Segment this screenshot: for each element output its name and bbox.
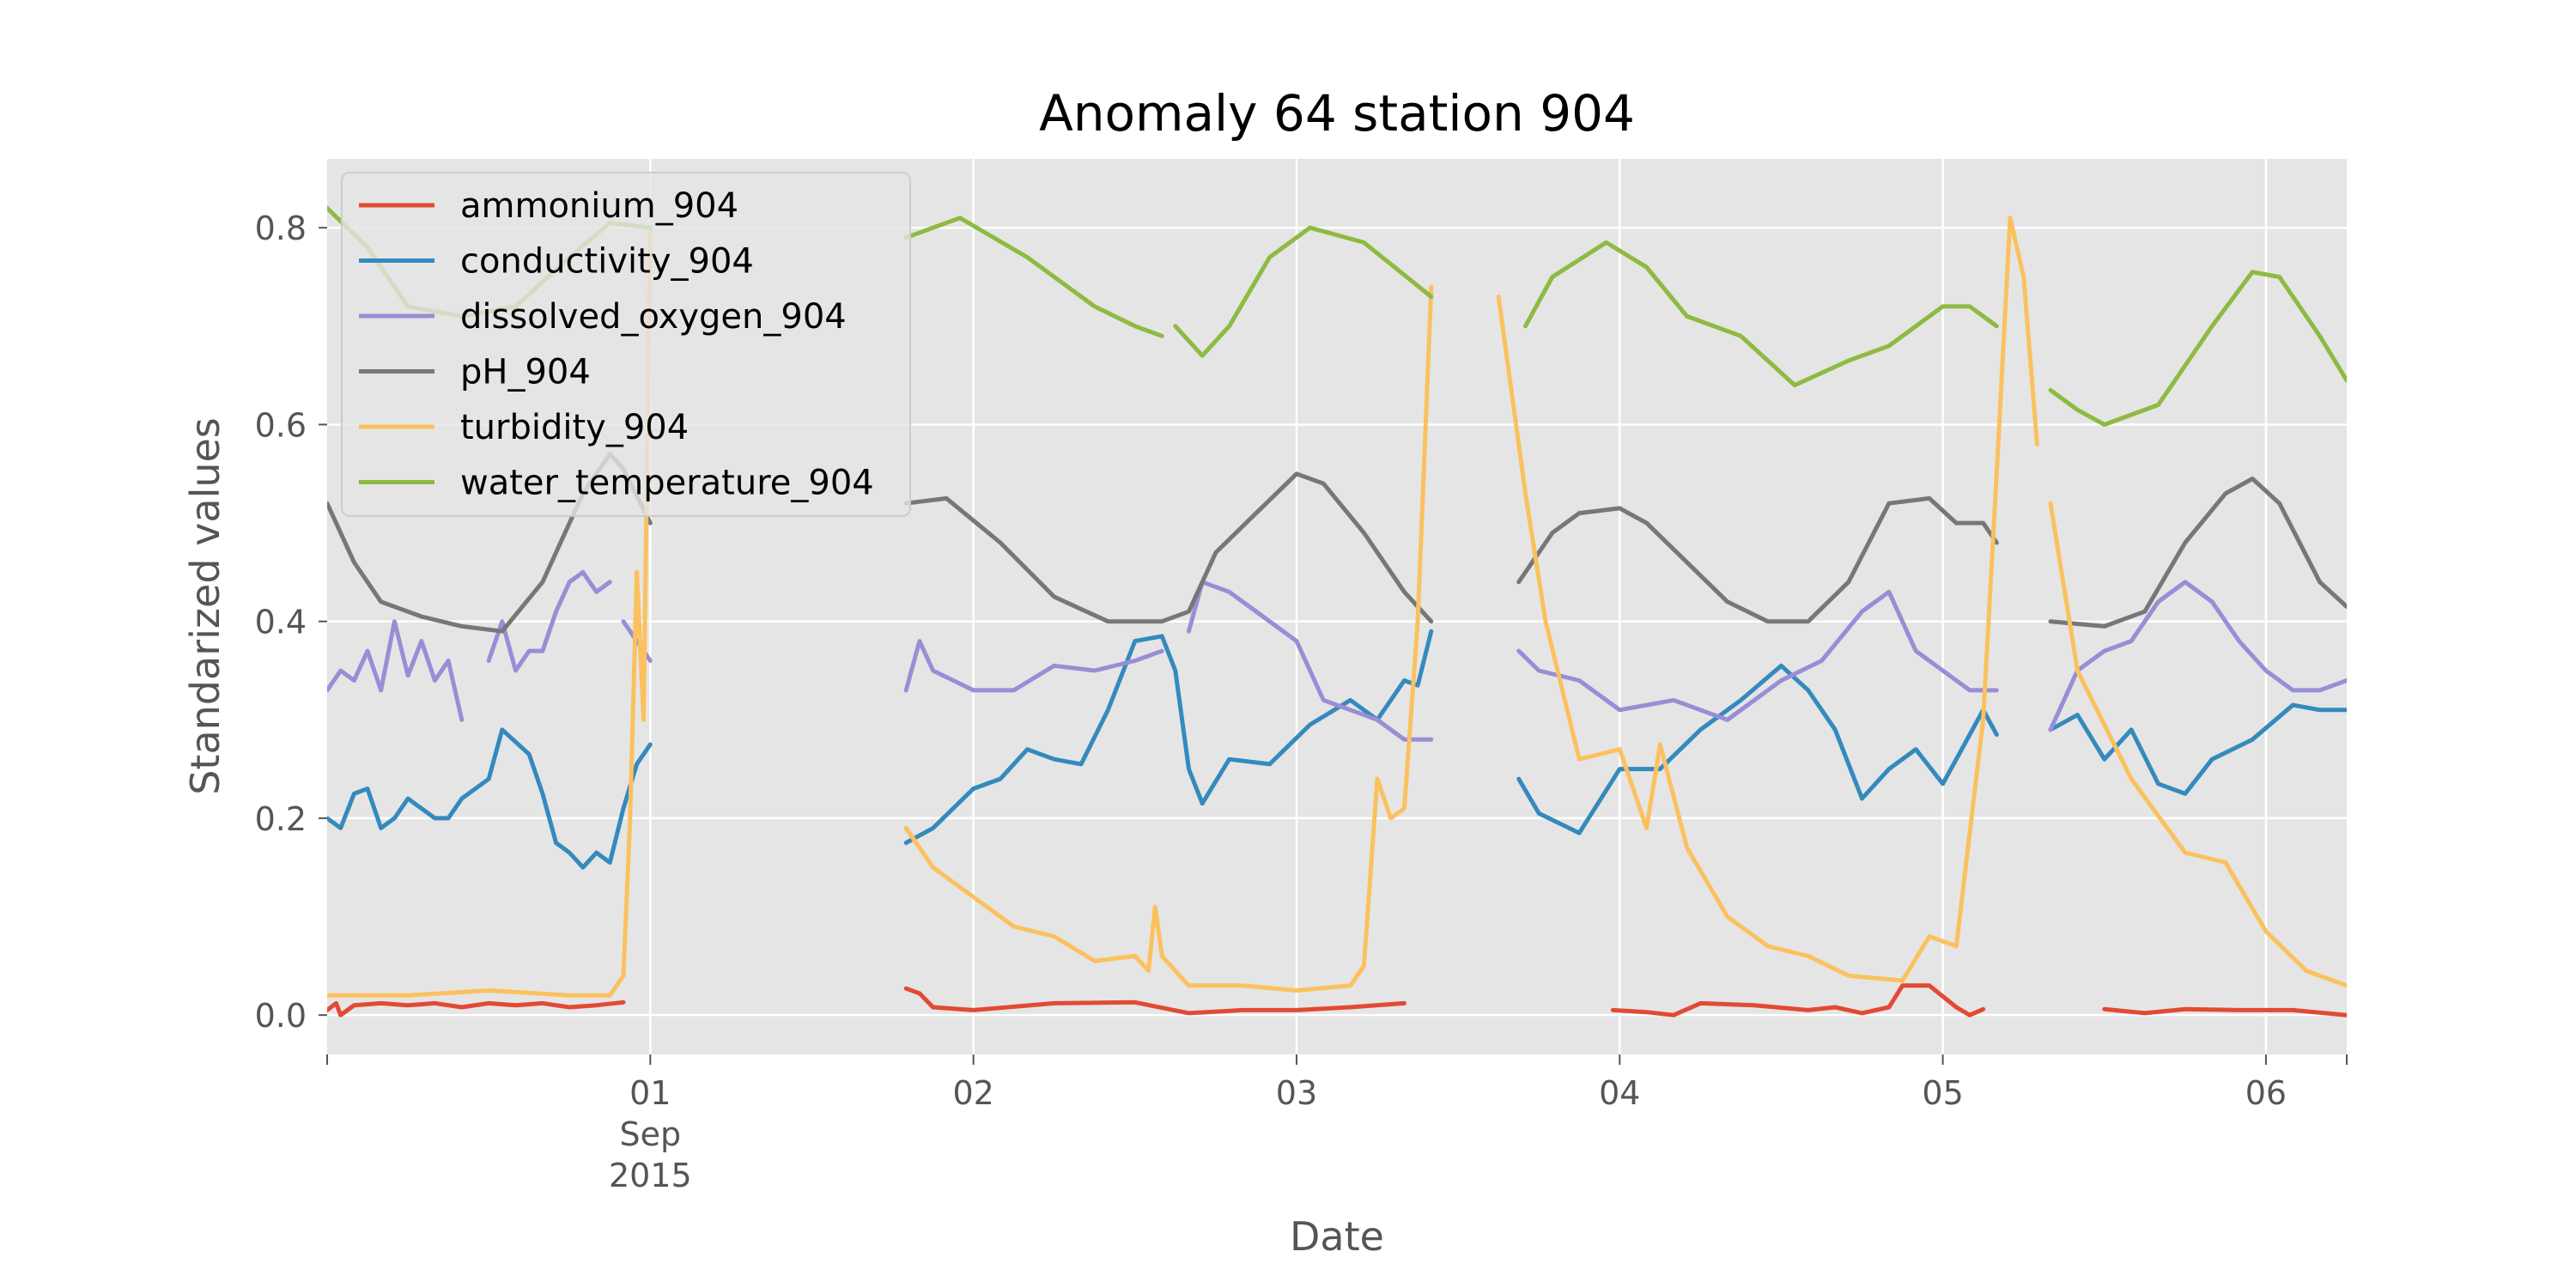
series-line-conductivity_904 [903, 629, 1434, 846]
x-axis-label: Date [1290, 1213, 1384, 1260]
series-line-conductivity_904 [327, 727, 653, 870]
series-line-ammonium_904 [1610, 983, 1986, 1018]
series-line-pH_904 [1516, 495, 1999, 624]
series-line-dissolved_oxygen_904 [486, 569, 612, 673]
legend-label: dissolved_oxygen_904 [460, 297, 847, 337]
y-tick-label: 0.8 [255, 210, 307, 247]
legend: ammonium_904 conductivity_904 dissolved_ox… [341, 172, 911, 517]
x-tick-label: 06 [2245, 1074, 2287, 1112]
y-axis-label: Standarized values [182, 417, 228, 795]
series-line-dissolved_oxygen_904 [1187, 580, 1434, 742]
series-line-dissolved_oxygen_904 [2048, 580, 2347, 732]
y-tick-label: 0.4 [255, 604, 307, 641]
series-line-ammonium_904 [2102, 1006, 2347, 1018]
legend-label: conductivity_904 [460, 242, 754, 282]
y-tick-label: 0.0 [255, 997, 307, 1035]
legend-label: pH_904 [460, 353, 591, 392]
x-tick-label: 05 [1922, 1074, 1963, 1112]
y-tick-label: 0.6 [255, 406, 307, 444]
series-line-dissolved_oxygen_904 [903, 639, 1164, 693]
x-tick-label: 03 [1276, 1074, 1317, 1112]
x-tick-label: 02 [952, 1074, 993, 1112]
series-line-ammonium_904 [903, 986, 1406, 1016]
series-line-water_temperature_904 [1173, 225, 1434, 358]
chart-title: Anomaly 64 station 904 [1039, 84, 1635, 143]
series-line-turbidity_904 [903, 284, 1434, 993]
legend-label: ammonium_904 [460, 186, 738, 226]
series-line-water_temperature_904 [1523, 240, 1999, 388]
legend-box [341, 172, 911, 517]
series-line-water_temperature_904 [2048, 270, 2347, 427]
series-line-dissolved_oxygen_904 [327, 619, 465, 722]
series-line-turbidity_904 [2048, 501, 2347, 988]
series-line-pH_904 [903, 471, 1434, 624]
series-line-conductivity_904 [2048, 702, 2347, 796]
series-line-turbidity_904 [327, 225, 653, 998]
series-line-pH_904 [2048, 477, 2347, 629]
x-tick-label: 04 [1599, 1074, 1640, 1112]
x-tick-label: 2015 [609, 1157, 692, 1194]
series-line-dissolved_oxygen_904 [1516, 589, 1999, 722]
y-axis: 0.0 0.2 0.4 0.6 0.8 [255, 210, 327, 1035]
series-line-water_temperature_904 [903, 216, 1164, 338]
series-line-turbidity_904 [1496, 216, 2039, 983]
legend-label: water_temperature_904 [460, 464, 874, 503]
x-tick-label: 01 [629, 1074, 671, 1112]
legend-label: turbidity_904 [460, 408, 689, 447]
y-tick-label: 0.2 [255, 800, 307, 838]
series-line-conductivity_904 [1516, 663, 1999, 835]
series-line-ammonium_904 [327, 999, 626, 1018]
x-tick-label: Sep [620, 1115, 682, 1153]
